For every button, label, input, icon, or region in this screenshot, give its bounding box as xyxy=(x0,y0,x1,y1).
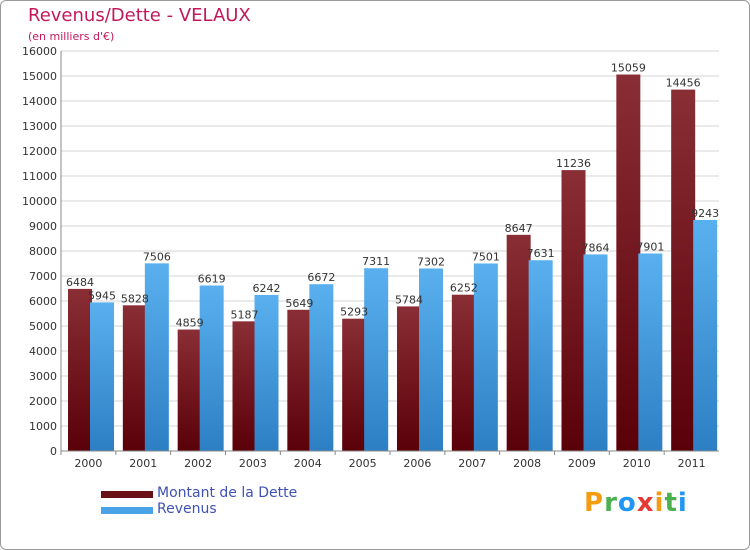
revenue-value-label: 7311 xyxy=(362,255,390,268)
x-tick-label: 2006 xyxy=(403,457,431,470)
debt-bar xyxy=(616,74,641,452)
x-tick-label: 2007 xyxy=(458,457,486,470)
debt-value-label: 5828 xyxy=(121,292,149,305)
revenue-bar xyxy=(528,260,553,451)
chart-title: Revenus/Dette - VELAUX xyxy=(28,5,251,26)
revenue-bar xyxy=(254,294,279,451)
revenue-value-label: 7864 xyxy=(582,241,610,254)
debt-bar xyxy=(232,321,257,451)
debt-value-label: 5293 xyxy=(340,306,368,319)
debt-bar xyxy=(561,170,586,451)
debt-bar xyxy=(506,234,531,451)
grid-lines xyxy=(61,50,719,452)
revenue-value-label: 6672 xyxy=(307,271,335,284)
y-tick-label: 13000 xyxy=(22,120,57,133)
debt-bar xyxy=(342,318,367,451)
revenue-value-label: 9243 xyxy=(691,207,719,220)
x-tick-label: 2000 xyxy=(74,457,102,470)
legend-swatch-debt xyxy=(101,491,153,498)
debt-bar xyxy=(122,305,147,451)
y-tick-label: 16000 xyxy=(22,45,57,58)
y-tick-label: 4000 xyxy=(29,345,57,358)
debt-bar xyxy=(68,288,92,451)
revenue-value-label: 7501 xyxy=(472,250,500,263)
y-tick-label: 0 xyxy=(50,445,57,458)
x-axis: 2000 2001 2002 2003 2004 2005 2006 2007 2008 2009… xyxy=(60,450,719,470)
legend-label-revenue: Revenus xyxy=(157,501,217,517)
x-tick-label: 2008 xyxy=(513,457,541,470)
revenue-value-label: 7506 xyxy=(143,250,171,263)
proxiti-logo: Proxiti xyxy=(584,488,688,518)
revenue-bar xyxy=(473,263,498,451)
revenue-bar xyxy=(199,285,224,451)
x-tick-label: 2009 xyxy=(568,457,596,470)
revenue-bar xyxy=(693,219,718,451)
debt-value-label: 5784 xyxy=(395,293,423,306)
debt-bar xyxy=(451,294,476,451)
debt-value-label: 5649 xyxy=(285,297,313,310)
y-tick-label: 1000 xyxy=(29,420,57,433)
revenue-bar xyxy=(90,302,114,451)
legend-label-debt: Montant de la Dette xyxy=(157,485,298,501)
y-tick-label: 10000 xyxy=(22,195,57,208)
y-tick-label: 11000 xyxy=(22,170,57,183)
y-tick-label: 8000 xyxy=(29,245,57,258)
debt-value-label: 4859 xyxy=(176,317,204,330)
revenue-bar xyxy=(419,268,443,451)
y-tick-label: 7000 xyxy=(29,270,57,283)
debt-bar xyxy=(177,329,202,451)
revenue-bar xyxy=(309,284,334,451)
y-tick-label: 14000 xyxy=(22,95,57,108)
revenue-value-label: 7631 xyxy=(527,247,555,260)
x-tick-label: 2003 xyxy=(239,457,267,470)
revenue-value-label: 5945 xyxy=(88,289,116,302)
x-tick-label: 2010 xyxy=(623,457,651,470)
debt-value-label: 14456 xyxy=(666,77,701,90)
revenue-value-label: 6619 xyxy=(198,273,226,286)
debt-bar xyxy=(671,89,696,451)
y-tick-label: 15000 xyxy=(22,70,57,83)
debt-value-label: 8647 xyxy=(505,222,533,235)
bars xyxy=(68,74,718,452)
x-tick-label: 2011 xyxy=(678,457,706,470)
revenue-value-label: 7302 xyxy=(417,255,445,268)
y-tick-label: 9000 xyxy=(29,220,57,233)
x-tick-label: 2005 xyxy=(349,457,377,470)
x-tick-label: 2001 xyxy=(129,457,157,470)
y-tick-label: 3000 xyxy=(29,370,57,383)
revenue-bar xyxy=(144,263,169,451)
chart-subtitle: (en milliers d'€) xyxy=(28,30,115,43)
y-axis: 0 1000 2000 3000 4000 5000 6000 7000 8000 9000 100… xyxy=(22,45,62,458)
revenue-bar xyxy=(638,253,663,451)
revenue-bar xyxy=(364,268,389,451)
y-tick-label: 6000 xyxy=(29,295,57,308)
x-tick-label: 2002 xyxy=(184,457,212,470)
debt-value-label: 6252 xyxy=(450,282,478,295)
debt-value-label: 6484 xyxy=(66,276,94,289)
y-tick-label: 5000 xyxy=(29,320,57,333)
debt-bar xyxy=(397,306,421,451)
y-tick-label: 2000 xyxy=(29,395,57,408)
revenue-bar xyxy=(583,254,608,451)
revenue-value-label: 7901 xyxy=(636,240,664,253)
y-tick-label: 12000 xyxy=(22,145,57,158)
x-tick-label: 2004 xyxy=(294,457,322,470)
debt-value-label: 11236 xyxy=(556,157,591,170)
debt-value-label: 5187 xyxy=(231,308,259,321)
debt-value-label: 15059 xyxy=(611,62,646,75)
debt-bar xyxy=(287,309,312,451)
revenue-value-label: 6242 xyxy=(253,282,281,295)
legend-swatch-revenue xyxy=(101,507,153,514)
